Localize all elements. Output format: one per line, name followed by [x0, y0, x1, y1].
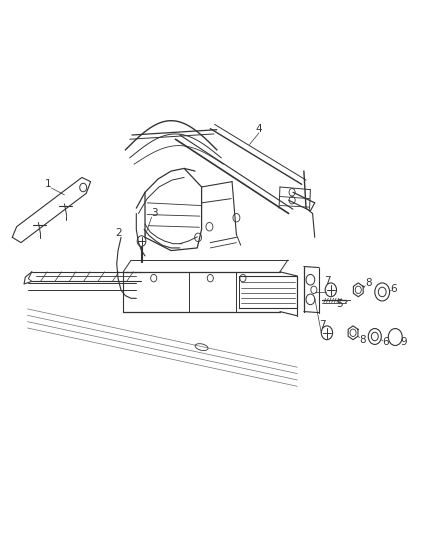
Text: 4: 4: [256, 124, 262, 134]
Text: 5: 5: [336, 298, 343, 309]
Text: 6: 6: [391, 284, 397, 294]
Text: 9: 9: [401, 337, 407, 347]
Text: 1: 1: [45, 179, 51, 189]
Text: 2: 2: [116, 228, 122, 238]
Text: 7: 7: [319, 320, 326, 330]
Text: 8: 8: [359, 335, 366, 345]
Text: 6: 6: [382, 337, 389, 348]
Text: 3: 3: [151, 208, 158, 219]
Text: 8: 8: [365, 278, 371, 288]
Text: 7: 7: [324, 276, 330, 286]
